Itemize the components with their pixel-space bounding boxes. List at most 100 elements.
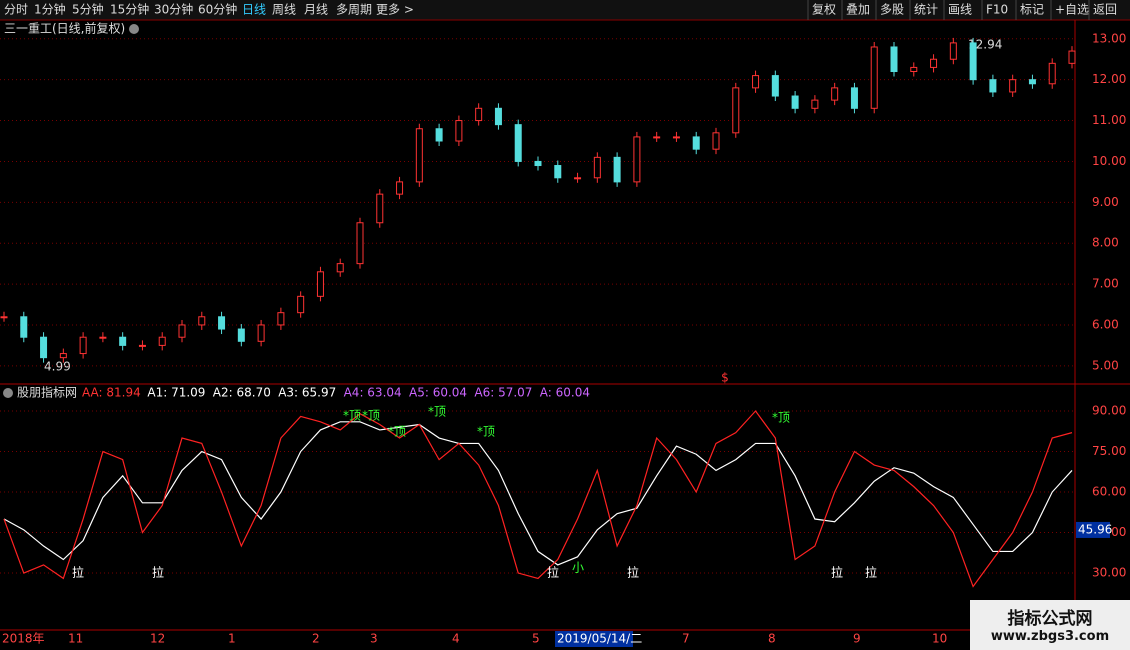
candle [376, 193, 384, 224]
signal-label: 拉 [831, 565, 843, 580]
toolbar-button[interactable]: 返回 [1093, 3, 1117, 17]
candle [494, 107, 502, 126]
candle [554, 165, 562, 179]
toolbar-button[interactable]: 多股 [880, 3, 904, 17]
date-cursor: 2019/05/14/二 [557, 632, 642, 646]
candle [356, 222, 364, 265]
y-tick-label: 75.00 [1092, 444, 1126, 458]
candle [949, 42, 957, 60]
candle [574, 177, 582, 180]
candle [514, 124, 522, 162]
signal-label: *顶 [362, 409, 380, 423]
candle [692, 136, 700, 150]
period-tab[interactable]: 日线 [242, 3, 266, 17]
toolbar-button[interactable]: 叠加 [846, 3, 870, 17]
y-tick-label: 11.00 [1092, 113, 1126, 127]
candle [138, 344, 146, 347]
candle [850, 87, 858, 109]
candle [435, 128, 443, 142]
toolbar-bg [0, 0, 1130, 20]
candle [910, 66, 918, 73]
candle [277, 312, 285, 326]
candle [336, 263, 344, 273]
date-label: 12 [150, 632, 165, 646]
period-tab[interactable]: 周线 [272, 3, 296, 17]
candle [297, 295, 305, 314]
signal-label: 拉 [72, 565, 84, 580]
signal-label: 拉 [547, 565, 559, 580]
low-label: 4.99 [44, 360, 71, 374]
date-label: 4 [452, 632, 460, 646]
dropdown[interactable] [129, 24, 139, 34]
y-tick-label: 60.00 [1092, 485, 1126, 499]
candle [930, 58, 938, 68]
y-tick-label: 10.00 [1092, 154, 1126, 168]
period-tab[interactable]: 5分钟 [72, 2, 104, 17]
candle [989, 79, 997, 93]
legend-item: A1: 71.09 [147, 386, 205, 400]
y-tick-label: 9.00 [1092, 195, 1119, 209]
toolbar-button[interactable]: +自选 [1055, 3, 1089, 17]
watermark-title: 指标公式网 [1007, 609, 1093, 629]
candle [672, 136, 680, 139]
toolbar-button[interactable]: F10 [986, 3, 1008, 17]
signal-label: 小 [572, 561, 584, 575]
period-tab[interactable]: 更多 > [376, 3, 414, 17]
date-label: 3 [370, 632, 378, 646]
toolbar-button[interactable]: 画线 [948, 3, 972, 17]
toolbar-button[interactable]: 标记 [1020, 3, 1044, 17]
candle [613, 156, 621, 183]
y-tick-label: 5.00 [1092, 358, 1119, 372]
candle [79, 336, 87, 355]
legend-item: A2: 68.70 [213, 386, 271, 400]
legend-item: A4: 63.04 [344, 386, 402, 400]
y-tick-label: 30.00 [1092, 566, 1126, 580]
watermark: 指标公式网 www.zbgs3.com [970, 600, 1130, 650]
candle [158, 336, 166, 346]
candle [257, 324, 265, 342]
legend-item: A5: 60.04 [409, 386, 467, 400]
date-label: 7 [682, 632, 690, 646]
date-label: 2018年 [2, 632, 45, 646]
candle [396, 181, 404, 195]
signal-label: 拉 [865, 565, 877, 580]
candle [890, 46, 898, 73]
date-cursor-bg [555, 631, 633, 647]
candle [811, 99, 819, 109]
period-tab[interactable]: 多周期 [336, 3, 372, 17]
period-tab[interactable]: 月线 [304, 3, 328, 17]
date-label: 11 [68, 632, 83, 646]
toolbar-button[interactable]: 复权 [812, 3, 836, 17]
y-tick-label: 6.00 [1092, 317, 1119, 331]
period-tab[interactable]: 15分钟 [110, 2, 149, 17]
candle [653, 136, 661, 139]
candle [415, 128, 423, 183]
y-tick-label: 12.00 [1092, 72, 1126, 86]
date-label: 5 [532, 632, 540, 646]
date-label: 1 [228, 632, 236, 646]
candle [40, 336, 48, 359]
period-tab[interactable]: 分时 [4, 3, 28, 17]
dropdown[interactable] [3, 388, 13, 398]
candle [870, 46, 878, 109]
legend-item: A6: 57.07 [474, 386, 532, 400]
candle [237, 328, 245, 342]
candle [771, 75, 779, 97]
period-tab[interactable]: 1分钟 [34, 2, 66, 17]
candle [712, 132, 720, 150]
period-tab[interactable]: 60分钟 [198, 2, 237, 17]
watermark-url: www.zbgs3.com [990, 629, 1110, 644]
legend-item: A3: 65.97 [278, 386, 336, 400]
candle [534, 160, 542, 167]
candle [119, 336, 127, 346]
candle [752, 75, 760, 89]
legend-item: A: 60.04 [540, 386, 590, 400]
candle [475, 107, 483, 122]
y-tick-label: 7.00 [1092, 277, 1119, 291]
y-tick-label: 90.00 [1092, 404, 1126, 418]
period-tab[interactable]: 30分钟 [154, 2, 193, 17]
toolbar-button[interactable]: 统计 [914, 3, 938, 17]
signal-label: *顶 [477, 425, 495, 439]
